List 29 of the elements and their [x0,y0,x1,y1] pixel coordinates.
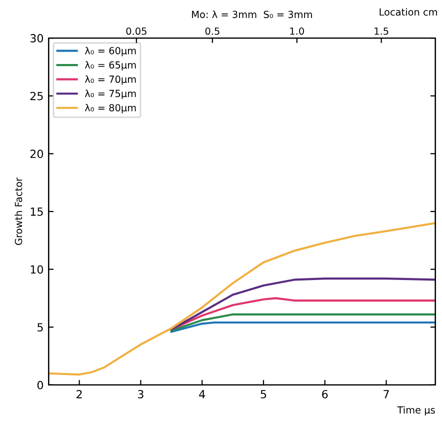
legend-label: λ₀ = 70μm [84,75,136,85]
legend-label: λ₀ = 75μm [84,90,136,100]
line-series [170,313,436,332]
line-series [170,278,436,330]
legend-label: λ₀ = 60μm [84,46,136,56]
legend-label: λ₀ = 65μm [84,61,136,70]
y-tick-label: 5 [38,323,43,332]
y-axis-title: Growth Factor [14,177,22,245]
legend-label: λ₀ = 80μm [84,104,136,114]
y-tick-label: 30 [30,34,44,42]
x2-axis-title: Location cm [380,8,437,16]
x2-tick-label: 1.5 [374,28,388,35]
line-series [48,222,436,376]
x-axis-title: Time μs [397,406,435,416]
x-tick-label: 5 [260,390,266,398]
y-tick-label: 15 [30,208,43,216]
y-tick-label: 10 [30,265,44,274]
x-tick-label: 6 [322,390,328,398]
y-tick-label: 20 [30,150,44,158]
x2-tick-label: 0.05 [126,27,146,35]
x-tick-label: 4 [199,390,206,398]
y-tick-label: 0 [37,380,44,390]
x2-tick-label: 0.5 [205,27,220,35]
y-tick-label: 25 [30,92,43,100]
x2-tick-label: 1.0 [290,27,304,35]
x-tick-label: 7 [384,390,389,398]
chart-title: Mo: λ = 3mm S₀ = 3mm [192,10,312,18]
x-tick-label: 3 [138,390,144,398]
x-tick-label: 2 [76,390,82,398]
